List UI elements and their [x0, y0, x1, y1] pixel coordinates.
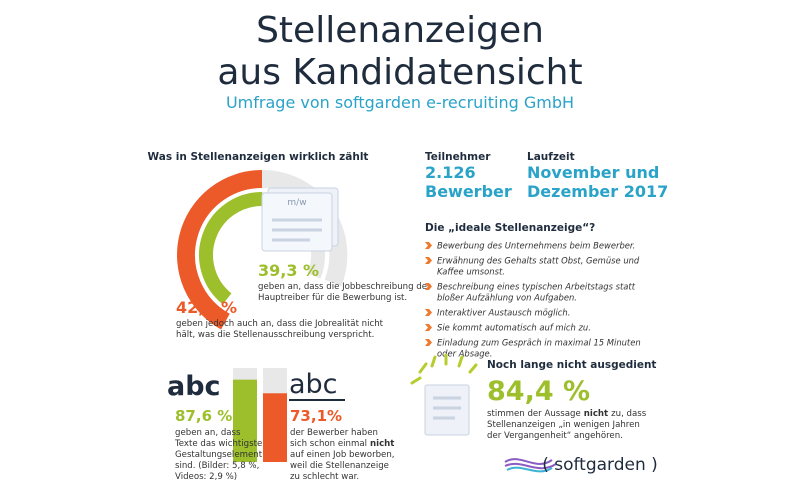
- list-item: Sie kommt automatisch auf mich zu.: [437, 323, 591, 333]
- text-part: sich schon einmal: [290, 439, 367, 449]
- fact-value: 2.126: [425, 163, 476, 182]
- bullet: [425, 309, 432, 316]
- stat-text: sind. (Bilder: 5,8 %,: [175, 461, 259, 471]
- title: aus Kandidatensicht: [217, 52, 582, 93]
- bar: [233, 379, 257, 462]
- list-item: Bewerbung des Unternehmens beim Bewerber…: [437, 241, 635, 251]
- document-rays-icon: [410, 353, 478, 436]
- stat-text: hält, was die Stellenausschreibung versp…: [176, 330, 374, 340]
- list-heading: Die „ideale Stellenanzeige“?: [425, 222, 595, 234]
- stat-label: 73,1%: [290, 407, 342, 425]
- fact-value: November und: [527, 163, 659, 182]
- fact-value: Dezember 2017: [527, 182, 668, 201]
- list-item: Erwähnung des Gehalts statt Obst, Gemüse…: [437, 256, 640, 266]
- abc-icon: abc: [167, 371, 221, 402]
- logo-text: ( softgarden ): [542, 455, 658, 475]
- fact-heading: Laufzeit: [527, 151, 575, 163]
- stat-label: 42,0 %: [176, 298, 237, 317]
- list-item: oder Absage.: [437, 349, 492, 359]
- stat-text: geben jedoch auch an, dass die Jobrealit…: [176, 319, 384, 329]
- stat-label: 87,6 %: [175, 407, 232, 425]
- bullet: [425, 324, 432, 331]
- abc-icon: abc: [289, 369, 338, 400]
- stat-text: Texte das wichtigste: [174, 439, 262, 449]
- stat-text: zu schlecht war.: [290, 472, 359, 482]
- bullet: [425, 257, 432, 264]
- stat-text: geben an, dass: [175, 428, 241, 438]
- stat-text: der Bewerber haben: [290, 428, 378, 438]
- stat-label: 84,4 %: [487, 376, 590, 407]
- list-item: Beschreibung eines typischen Arbeitstags…: [437, 282, 636, 292]
- text-part: stimmen der Aussage: [487, 409, 581, 419]
- section-heading: Noch lange nicht ausgedient: [487, 359, 656, 371]
- list-item: Interaktiver Austausch möglich.: [437, 308, 570, 318]
- stat-text: Gestaltungselement: [175, 450, 263, 460]
- stat-text: Stellenanzeigen „in wenigen Jahren: [487, 420, 640, 430]
- stat-text: Hauptreiber für die Bewerbung ist.: [258, 293, 407, 303]
- list-item: Einladung zum Gespräch in maximal 15 Min…: [437, 338, 641, 348]
- arc: [199, 192, 263, 305]
- fact-heading: Teilnehmer: [425, 151, 491, 163]
- stat-text: geben an, dass die Jobbeschreibung der: [258, 282, 431, 292]
- bar: [263, 393, 287, 462]
- stat-text: sich schon einmal nicht: [290, 439, 394, 449]
- bullet: [425, 242, 432, 249]
- stat-text: der Vergangenheit“ angehören.: [487, 431, 623, 441]
- document-icon: m/w: [261, 187, 339, 252]
- stat-label: 39,3 %: [258, 261, 319, 280]
- icon-label: m/w: [287, 198, 306, 208]
- text-part: nicht: [584, 409, 608, 419]
- text-part: nicht: [370, 439, 394, 449]
- subtitle: Umfrage von softgarden e-recruiting GmbH: [226, 93, 574, 112]
- bullet: [425, 283, 432, 290]
- logo: ( softgarden ): [504, 455, 658, 475]
- stat-text: Videos: 2,9 %): [175, 472, 237, 482]
- bars: [233, 368, 287, 462]
- section-heading: Was in Stellenanzeigen wirklich zählt: [148, 151, 369, 163]
- stat-text: weil die Stellenanzeige: [290, 461, 389, 471]
- bullet: [425, 339, 432, 346]
- list-item: bloßer Aufzählung von Aufgaben.: [437, 293, 577, 303]
- list-item: Kaffee umsonst.: [437, 267, 505, 277]
- text-part: zu, dass: [611, 409, 647, 419]
- stat-text: auf einen Job beworben,: [290, 450, 395, 460]
- ideal-list: Bewerbung des Unternehmens beim Bewerber…: [425, 241, 641, 359]
- stat-text: stimmen der Aussage nicht zu, dass: [487, 409, 647, 419]
- fact-value: Bewerber: [425, 182, 512, 201]
- title: Stellenanzeigen: [256, 10, 544, 51]
- arc: [177, 170, 263, 330]
